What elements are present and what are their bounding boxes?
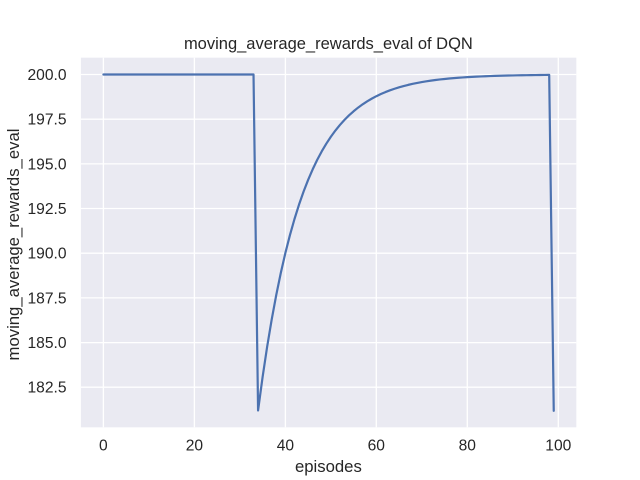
svg-text:60: 60 bbox=[368, 438, 386, 455]
svg-text:195.0: 195.0 bbox=[27, 156, 66, 173]
svg-text:40: 40 bbox=[277, 438, 295, 455]
svg-text:185.0: 185.0 bbox=[27, 335, 66, 352]
svg-text:moving_average_rewards_eval: moving_average_rewards_eval bbox=[4, 129, 23, 361]
svg-text:182.5: 182.5 bbox=[27, 380, 66, 397]
svg-text:190.0: 190.0 bbox=[27, 246, 66, 263]
svg-text:20: 20 bbox=[186, 438, 204, 455]
svg-text:0: 0 bbox=[99, 438, 108, 455]
svg-text:197.5: 197.5 bbox=[27, 112, 66, 129]
svg-text:200.0: 200.0 bbox=[27, 67, 66, 84]
svg-text:moving_average_rewards_eval of: moving_average_rewards_eval of DQN bbox=[184, 35, 473, 53]
svg-text:187.5: 187.5 bbox=[27, 290, 66, 307]
svg-text:100: 100 bbox=[545, 438, 571, 455]
svg-text:80: 80 bbox=[459, 438, 477, 455]
svg-text:episodes: episodes bbox=[295, 457, 362, 476]
svg-text:192.5: 192.5 bbox=[27, 201, 66, 218]
